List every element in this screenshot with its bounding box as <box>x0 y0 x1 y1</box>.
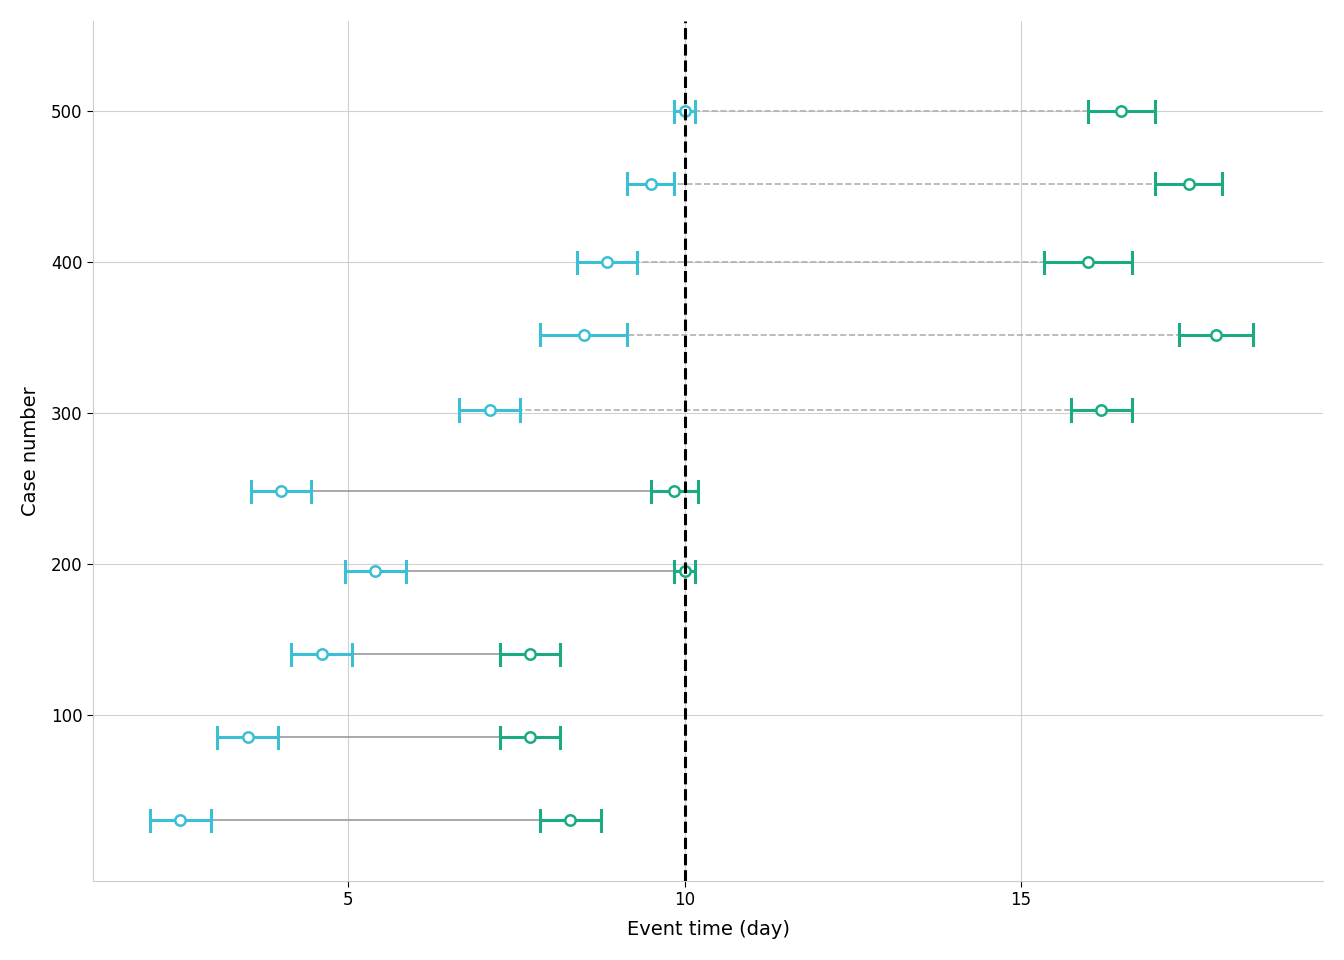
X-axis label: Event time (day): Event time (day) <box>626 921 789 939</box>
Y-axis label: Case number: Case number <box>22 386 40 516</box>
